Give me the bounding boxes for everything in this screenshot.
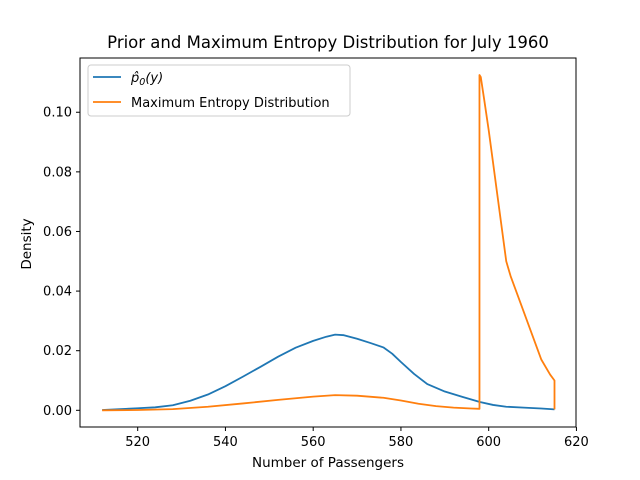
y-axis: 0.00 0.02 0.04 0.06 0.08 0.10 <box>43 106 80 419</box>
legend-box <box>87 64 351 117</box>
max-entropy-line <box>102 74 556 412</box>
y-tick-label: 0.06 <box>43 225 72 240</box>
y-tick-label: 0.10 <box>43 106 72 121</box>
plot-area <box>79 57 577 428</box>
x-tick-label: 620 <box>564 435 589 450</box>
x-axis-label: Number of Passengers <box>252 455 404 471</box>
x-axis: 520 540 560 580 600 620 <box>125 427 589 450</box>
axes-frame <box>79 57 577 428</box>
x-tick-label: 580 <box>389 435 414 450</box>
series-layer <box>102 74 556 412</box>
legend: p̂0(y) Maximum Entropy Distribution <box>87 64 351 117</box>
x-tick-label: 540 <box>213 435 238 450</box>
chart-title: Prior and Maximum Entropy Distribution f… <box>107 33 549 52</box>
y-axis-label: Density <box>19 218 35 269</box>
y-tick-label: 0.04 <box>43 285 72 300</box>
y-tick-label: 0.00 <box>43 404 72 419</box>
y-tick-label: 0.08 <box>43 165 72 180</box>
legend-label-maxent: Maximum Entropy Distribution <box>131 96 330 111</box>
legend-label-prior: p̂0(y) <box>130 71 163 88</box>
x-tick-label: 520 <box>125 435 150 450</box>
x-tick-label: 560 <box>301 435 326 450</box>
y-tick-label: 0.02 <box>43 344 72 359</box>
x-tick-label: 600 <box>476 435 501 450</box>
